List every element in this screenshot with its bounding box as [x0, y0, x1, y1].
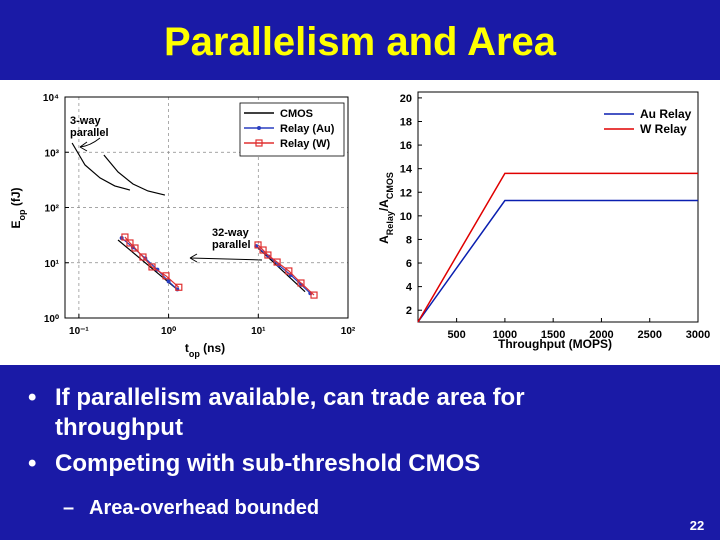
y-tick-label: 10¹ [45, 259, 60, 270]
arrow-head [189, 253, 198, 263]
x-tick-label: 10⁰ [161, 326, 176, 337]
series-line [257, 244, 315, 296]
y-tick-label: 16 [400, 140, 412, 152]
x-tick-label: 10² [341, 326, 356, 337]
marker [254, 241, 262, 249]
page-number: 22 [689, 518, 705, 533]
legend-marker [257, 126, 261, 130]
marker [148, 263, 156, 271]
marker [126, 239, 134, 247]
y-tick-label: 14 [400, 164, 413, 176]
axis-label: ARelay/ACMOS [377, 172, 395, 244]
bullet-text: If parallelism available, can trade area… [55, 384, 525, 441]
y-tick-label: 10³ [45, 148, 60, 159]
y-tick-label: 6 [406, 258, 412, 270]
x-tick-label: 500 [447, 329, 465, 341]
y-tick-label: 10² [45, 204, 60, 215]
marker [121, 233, 129, 241]
marker [264, 251, 272, 259]
y-tick-label: 12 [400, 187, 412, 199]
y-tick-label: 2 [406, 305, 412, 317]
bullet: Competing with sub-threshold CMOS Area-ov… [28, 449, 628, 523]
series-line [124, 236, 180, 288]
marker [259, 246, 267, 254]
axis-label-part: (fJ) [9, 187, 23, 209]
y-tick-label: 10⁴ [43, 93, 59, 104]
x-tick-label: 1500 [541, 329, 565, 341]
axis-label-part: Relay [385, 211, 395, 235]
axis-label: Throughput (MOPS) [498, 337, 612, 351]
annotation: 32-way [212, 227, 250, 239]
arrow-head [79, 141, 88, 152]
y-tick-label: 10⁰ [44, 314, 59, 325]
marker [175, 283, 183, 291]
legend-label: W Relay [640, 122, 687, 136]
series-line [417, 172, 698, 323]
axis-label-part: op [189, 349, 200, 359]
y-tick-label: 20 [400, 93, 412, 105]
annotation: 3-way [70, 115, 101, 127]
plot-frame [64, 96, 349, 319]
marker [162, 272, 170, 280]
axis-label: top (ns) [185, 341, 225, 359]
marker [166, 279, 171, 284]
annotation: parallel [70, 127, 109, 139]
bullet: If parallelism available, can trade area… [28, 383, 628, 443]
axis-label-part: E [9, 220, 23, 228]
axis-label-part: t [185, 341, 189, 355]
series-line [103, 154, 166, 196]
legend-label: Relay (W) [280, 138, 330, 150]
arrow [189, 257, 263, 261]
x-tick-label: 2500 [637, 329, 661, 341]
x-tick-label: 3000 [686, 329, 710, 341]
marker [285, 267, 293, 275]
y-tick-label: 4 [406, 282, 413, 294]
axis-label-part: (ns) [200, 341, 225, 355]
marker [297, 279, 305, 287]
marker [139, 253, 147, 261]
legend-label: Au Relay [640, 107, 692, 121]
legend-marker [255, 139, 263, 147]
bullet-text: Competing with sub-threshold CMOS [55, 450, 481, 477]
plot-frame [417, 91, 699, 323]
axis-label-part: A [377, 235, 391, 244]
axis-label-part: CMOS [385, 172, 395, 199]
legend-frame [239, 102, 345, 157]
axis-label-part: Throughput (MOPS) [498, 337, 612, 351]
annotation-arrows [79, 137, 263, 263]
marker [131, 244, 139, 252]
annotation: parallel [212, 239, 251, 251]
y-tick-label: 8 [406, 234, 412, 246]
sub-bullet-list: Area-overhead bounded [63, 493, 628, 523]
legend-label: Relay (Au) [280, 123, 335, 135]
axis-label-part: /A [377, 199, 391, 211]
x-tick-label: 1000 [493, 329, 517, 341]
x-tick-label: 2000 [589, 329, 613, 341]
y-tick-label: 10 [400, 211, 412, 223]
arrow [79, 137, 101, 148]
slide-title: Parallelism and Area [164, 20, 557, 64]
marker [310, 291, 318, 299]
marker [273, 258, 281, 266]
series-line [71, 142, 131, 191]
legend-label: CMOS [280, 108, 313, 120]
x-tick-label: 10⁻¹ [69, 326, 89, 337]
series-line [417, 199, 698, 323]
axis-label: Eop (fJ) [9, 187, 27, 228]
axis-label-part: op [17, 209, 27, 220]
bullet-text: Area-overhead bounded [89, 497, 320, 519]
x-tick-label: 10¹ [251, 326, 266, 337]
y-tick-label: 18 [400, 116, 412, 128]
sub-bullet: Area-overhead bounded [63, 493, 628, 523]
bullet-list: If parallelism available, can trade area… [28, 383, 628, 529]
